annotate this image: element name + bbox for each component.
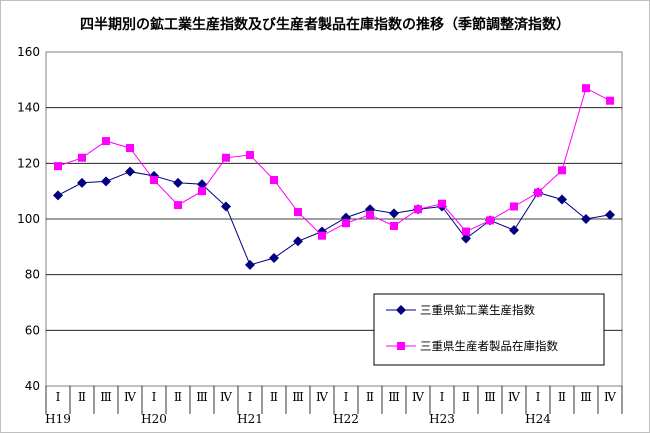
y-tick-label-160: 160 [17,45,40,59]
x-tick-label-year: H24 [525,412,551,426]
series-1-point [174,201,182,210]
chart-title: 四半期別の鉱工業生産指数及び生産者製品在庫指数の推移（季節調整済指数） [80,17,570,33]
series-1-point [102,137,110,146]
x-tick-label-quarter: Ⅰ [344,390,349,404]
series-0-point [197,179,207,190]
y-tick-label-80: 80 [25,268,40,282]
series-0-point [293,236,303,247]
series-1-point [414,205,422,214]
series-1-point [438,199,446,208]
x-tick-label-quarter: Ⅳ [220,390,233,404]
series-1-point [270,176,278,185]
series-1-point [318,231,326,240]
series-1-point [222,153,230,162]
x-tick-label-quarter: Ⅳ [316,390,329,404]
x-tick-label-quarter: Ⅱ [270,390,278,404]
series-1-point [582,84,590,93]
x-tick-label-year: H21 [237,412,263,426]
y-tick-label-40: 40 [25,379,40,393]
series-1-point [342,219,350,228]
series-0-point [509,225,519,236]
y-tick-label-60: 60 [25,323,40,337]
x-tick-label-year: H22 [333,412,359,426]
x-tick-label-quarter: Ⅳ [604,390,617,404]
x-tick-label-quarter: Ⅱ [558,390,566,404]
series-1-point [510,202,518,211]
series-1-point [54,162,62,171]
x-tick-label-quarter: Ⅰ [248,390,253,404]
series-1-point [150,176,158,185]
x-tick-label-quarter: Ⅰ [56,390,61,404]
series-1-point [78,153,86,162]
x-tick-label-quarter: Ⅱ [366,390,374,404]
x-tick-label-quarter: Ⅰ [152,390,157,404]
legend-label-inventory: 三重県生産者製品在庫指数 [420,339,558,353]
series-0-point [101,176,111,187]
series-1-point [534,188,542,197]
series-0-point [581,214,591,224]
series-0-point [53,190,63,201]
x-tick-label-quarter: Ⅳ [124,390,137,404]
series-0-point [605,209,615,220]
x-tick-label-year: H23 [429,412,455,426]
x-tick-label-quarter: Ⅲ [388,390,400,404]
y-tick-label-140: 140 [17,101,40,115]
x-tick-label-quarter: Ⅱ [174,390,182,404]
x-tick-label-quarter: Ⅳ [508,390,521,404]
legend-box [373,293,605,366]
y-axis-ticks: 40 60 80 100 120 140 160 [17,45,40,393]
series-0-point [389,208,399,219]
legend: 三重県鉱工業生産指数 三重県生産者製品在庫指数 [373,293,605,366]
x-tick-label-year: H19 [45,412,71,426]
series-0-point [245,259,255,270]
legend-label-production: 三重県鉱工業生産指数 [420,303,535,317]
x-tick-label-quarter: Ⅱ [462,390,470,404]
x-tick-label-quarter: Ⅲ [580,390,592,404]
x-tick-label-quarter: Ⅲ [100,390,112,404]
x-tick-label-quarter: Ⅲ [196,390,208,404]
series-0-point [125,166,135,177]
series-1-point [390,221,398,230]
x-tick-label-quarter: Ⅲ [292,390,304,404]
x-tick-label-quarter: Ⅰ [536,390,541,404]
series-1-point [246,150,254,159]
series-1-point [366,210,374,219]
series-1-point [606,96,614,105]
x-tick-label-quarter: Ⅱ [78,390,86,404]
series-1-point [198,187,206,196]
x-tick-label-year: H20 [141,412,167,426]
series-0-point [77,177,87,188]
legend-marker-production [396,305,406,315]
x-tick-label-quarter: Ⅳ [412,390,425,404]
series-layer [53,84,615,270]
series-0-point [173,177,183,188]
series-1-point [294,208,302,217]
series-1-point [558,166,566,175]
x-tick-label-quarter: Ⅲ [484,390,496,404]
series-1-point [486,216,494,225]
series-0-point [557,194,567,205]
series-0-point [221,201,231,212]
x-tick-label-quarter: Ⅰ [440,390,445,404]
series-1-point [462,227,470,236]
series-1-point [126,144,134,153]
legend-marker-inventory [397,342,405,350]
y-tick-label-120: 120 [17,156,40,170]
series-0-point [461,233,471,244]
series-0-point [269,252,279,263]
y-tick-label-100: 100 [17,212,40,226]
